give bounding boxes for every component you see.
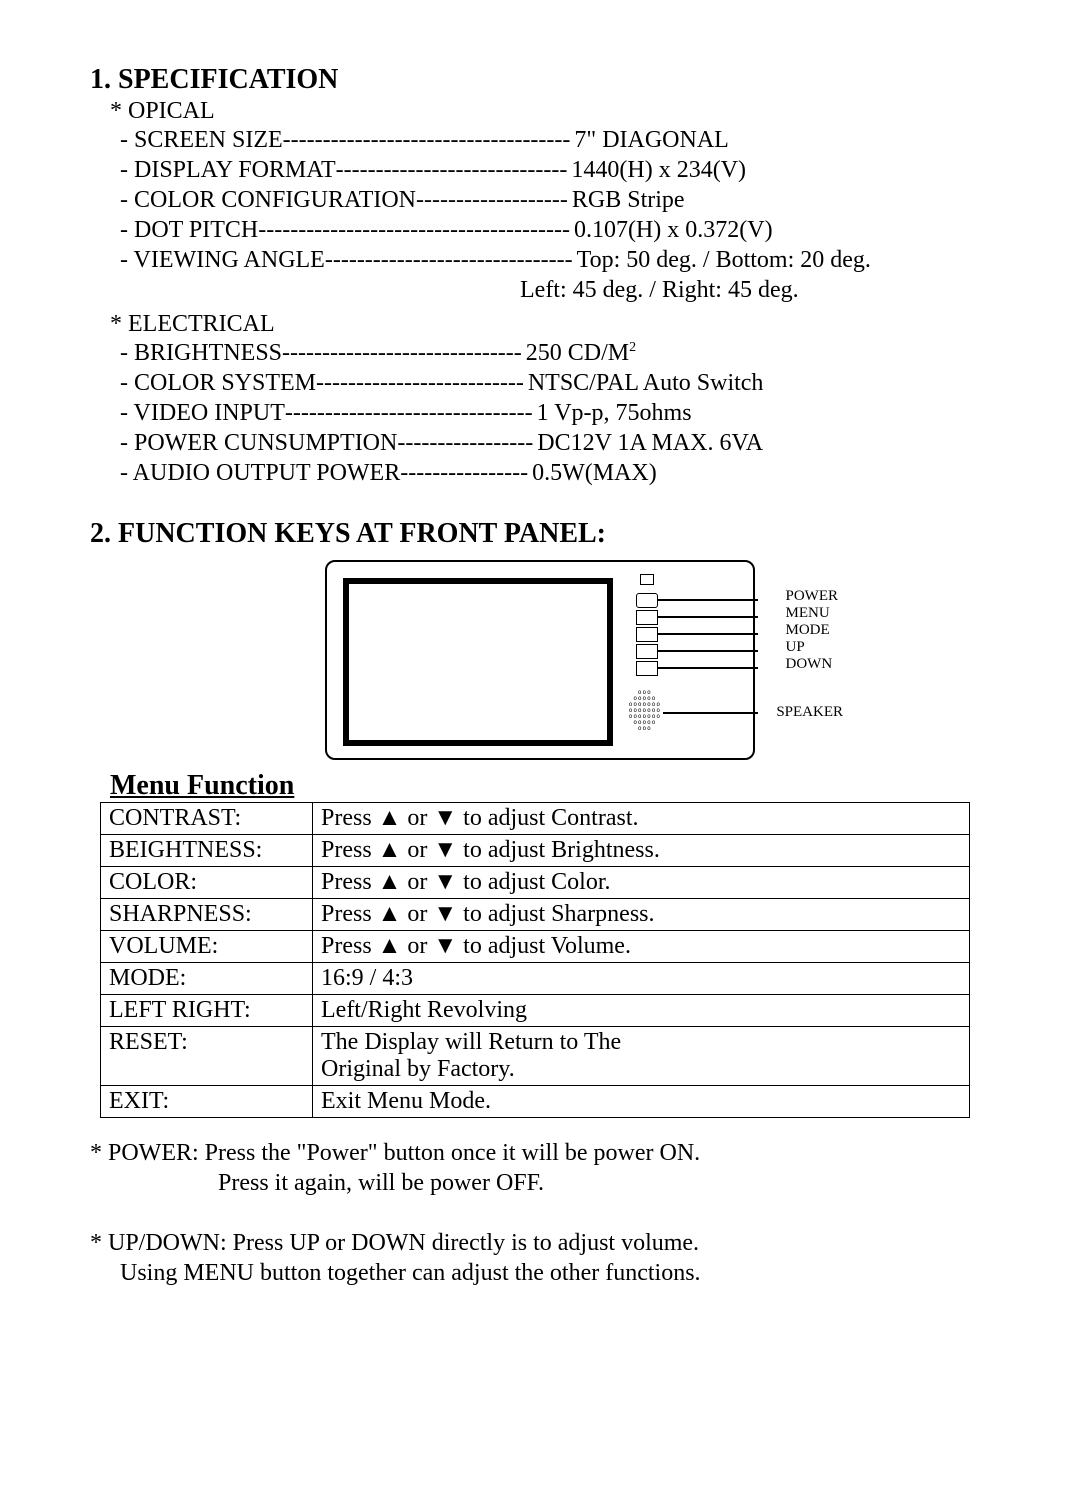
menu-key: EXIT: xyxy=(101,1086,313,1118)
table-row: COLOR:Press ▲ or ▼ to adjust Color. xyxy=(101,867,970,899)
mode-button[interactable] xyxy=(636,627,658,642)
table-row: RESET:The Display will Return to TheOrig… xyxy=(101,1027,970,1086)
table-row: LEFT RIGHT:Left/Right Revolving xyxy=(101,995,970,1027)
panel-label: UP xyxy=(786,639,839,656)
table-row: CONTRAST:Press ▲ or ▼ to adjust Contrast… xyxy=(101,803,970,835)
menu-value: Press ▲ or ▼ to adjust Sharpness. xyxy=(313,899,970,931)
menu-value: Press ▲ or ▼ to adjust Contrast. xyxy=(313,803,970,835)
updown-note-line2: Using MENU button together can adjust th… xyxy=(120,1258,990,1288)
menu-key: VOLUME: xyxy=(101,931,313,963)
up-button[interactable] xyxy=(636,644,658,659)
menu-function-table: CONTRAST:Press ▲ or ▼ to adjust Contrast… xyxy=(100,802,970,1118)
section1-title: 1. SPECIFICATION xyxy=(90,64,990,96)
table-row: VOLUME:Press ▲ or ▼ to adjust Volume. xyxy=(101,931,970,963)
power-note-line2: Press it again, will be power OFF. xyxy=(218,1168,990,1198)
menu-key: COLOR: xyxy=(101,867,313,899)
spec-line: - VIDEO INPUT --------------------------… xyxy=(120,398,990,428)
spec-line: - COLOR SYSTEM -------------------------… xyxy=(120,368,990,398)
speaker-label: SPEAKER xyxy=(776,704,843,721)
power-note-line1: * POWER: Press the "Power" button once i… xyxy=(90,1138,990,1168)
updown-note-line1: * UP/DOWN: Press UP or DOWN directly is … xyxy=(90,1228,990,1258)
section2-title: 2. FUNCTION KEYS AT FRONT PANEL: xyxy=(90,518,990,550)
menu-value: Left/Right Revolving xyxy=(313,995,970,1027)
power-led-icon xyxy=(640,574,654,585)
table-row: BEIGHTNESS:Press ▲ or ▼ to adjust Bright… xyxy=(101,835,970,867)
menu-key: CONTRAST: xyxy=(101,803,313,835)
spec-line: - AUDIO OUTPUT POWER---------------- 0.5… xyxy=(120,458,990,488)
power-button[interactable] xyxy=(636,593,658,608)
table-row: EXIT:Exit Menu Mode. xyxy=(101,1086,970,1118)
menu-button[interactable] xyxy=(636,610,658,625)
menu-key: RESET: xyxy=(101,1027,313,1086)
menu-value: Press ▲ or ▼ to adjust Volume. xyxy=(313,931,970,963)
menu-value: 16:9 / 4:3 xyxy=(313,963,970,995)
spec-line: - VIEWING ANGLE ------------------------… xyxy=(120,245,990,275)
front-panel-diagram: ooooooooooooooooooooooooooooooooooooo PO… xyxy=(90,560,990,760)
down-button[interactable] xyxy=(636,661,658,676)
spec-line: - DOT PITCH ----------------------------… xyxy=(120,215,990,245)
viewing-angle-line2: Left: 45 deg. / Right: 45 deg. xyxy=(520,275,990,305)
menu-value: The Display will Return to TheOriginal b… xyxy=(313,1027,970,1086)
table-row: MODE:16:9 / 4:3 xyxy=(101,963,970,995)
menu-key: MODE: xyxy=(101,963,313,995)
optical-heading: * OPICAL xyxy=(110,98,990,125)
menu-value: Exit Menu Mode. xyxy=(313,1086,970,1118)
panel-label: POWER xyxy=(786,588,839,605)
table-row: SHARPNESS:Press ▲ or ▼ to adjust Sharpne… xyxy=(101,899,970,931)
spec-line: - SCREEN SIZE --------------------------… xyxy=(120,125,990,155)
speaker-icon: ooooooooooooooooooooooooooooooooooooo xyxy=(629,690,661,732)
menu-value: Press ▲ or ▼ to adjust Brightness. xyxy=(313,835,970,867)
panel-label: DOWN xyxy=(786,656,839,673)
panel-label: MODE xyxy=(786,622,839,639)
menu-value: Press ▲ or ▼ to adjust Color. xyxy=(313,867,970,899)
electrical-heading: * ELECTRICAL xyxy=(110,311,990,338)
spec-line: - DISPLAY FORMAT -----------------------… xyxy=(120,155,990,185)
spec-line: - BRIGHTNESS----------------------------… xyxy=(120,338,990,368)
panel-label: MENU xyxy=(786,605,839,622)
spec-line: - POWER CUNSUMPTION ----------------- DC… xyxy=(120,428,990,458)
menu-key: LEFT RIGHT: xyxy=(101,995,313,1027)
menu-key: BEIGHTNESS: xyxy=(101,835,313,867)
menu-function-title: Menu Function xyxy=(110,770,990,802)
spec-line: - COLOR CONFIGURATION ------------------… xyxy=(120,185,990,215)
menu-key: SHARPNESS: xyxy=(101,899,313,931)
